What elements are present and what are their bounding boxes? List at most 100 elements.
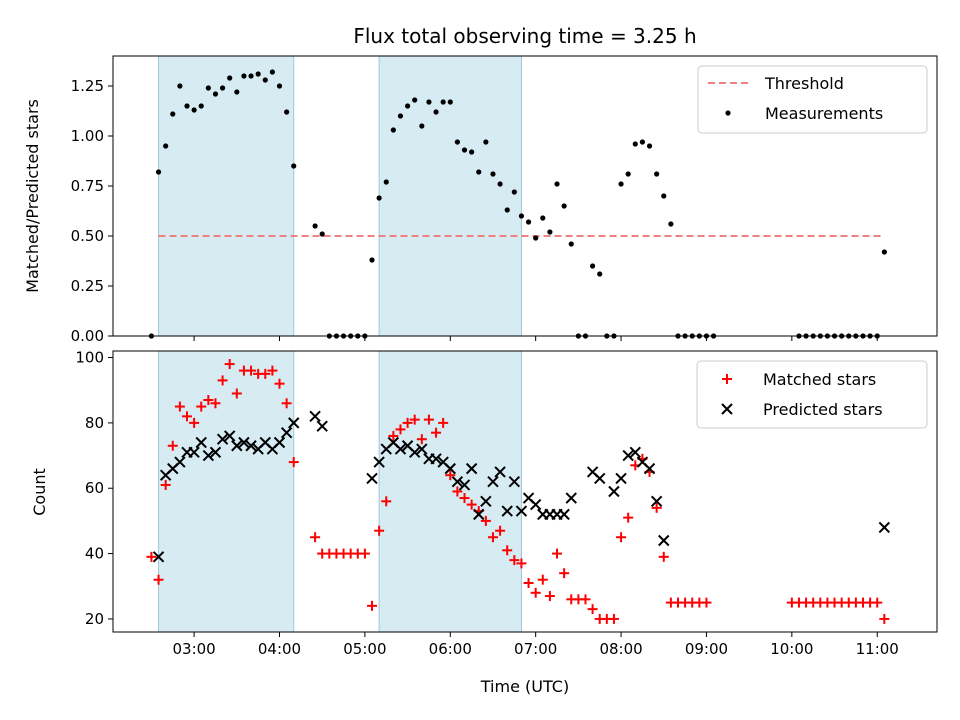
predicted-stars-point <box>416 443 428 455</box>
measurement-point <box>561 203 567 209</box>
y-tick-label: 0.25 <box>71 277 104 295</box>
measurement-point <box>597 271 603 277</box>
matched-stars-point <box>381 496 392 507</box>
top-panel-ratio: Flux total observing time = 3.25 h Match… <box>23 24 938 345</box>
y-tick-label: 80 <box>85 414 104 432</box>
legend-predicted-swatch <box>721 403 733 415</box>
measurement-point <box>568 241 574 247</box>
matched-stars-point <box>516 558 527 569</box>
predicted-stars-point <box>408 446 421 458</box>
measurement-point <box>227 75 233 81</box>
measurement-point <box>518 213 525 219</box>
y-tick-label: 0.75 <box>71 177 104 195</box>
measurement-point <box>469 149 475 155</box>
matched-stars-point <box>459 493 470 504</box>
predicted-stars-point <box>629 446 642 458</box>
matched-stars-point <box>438 417 449 428</box>
matched-stars-point <box>167 440 178 451</box>
measurement-point <box>625 171 631 177</box>
predicted-stars-point <box>216 433 229 445</box>
predicted-stars-point <box>309 410 321 423</box>
measurement-point <box>540 215 546 221</box>
matched-stars-point <box>146 551 157 562</box>
bottom-legend: Matched stars Predicted stars <box>696 360 928 429</box>
predicted-stars-point <box>508 475 521 488</box>
measurement-point <box>163 143 169 149</box>
shaded-interval-2 <box>378 350 522 633</box>
measurement-point <box>319 231 325 237</box>
measurement-point <box>497 181 503 187</box>
matched-stars-point <box>487 532 498 543</box>
measurement-point <box>241 73 247 79</box>
predicted-stars-point <box>501 505 513 517</box>
measurement-point <box>262 77 268 83</box>
measurement-point <box>483 139 489 145</box>
measurement-point <box>198 103 204 109</box>
predicted-stars-point <box>494 466 506 478</box>
matched-stars-point <box>359 548 370 559</box>
matched-stars-point <box>160 479 171 490</box>
legend-matched-swatch <box>722 374 732 384</box>
matched-stars-point <box>431 427 442 438</box>
measurement-point <box>504 207 510 213</box>
measurement-point <box>419 123 425 129</box>
matched-stars-point <box>495 525 506 536</box>
bottom-legend-box <box>696 360 928 429</box>
predicted-stars-point <box>202 449 215 462</box>
bottom-plot-frame <box>112 350 938 633</box>
matched-stars-point <box>872 597 883 608</box>
measurement-point <box>589 263 596 269</box>
predicted-stars-point <box>280 426 293 439</box>
predicted-stars-point <box>152 551 165 563</box>
matched-stars-point <box>189 417 200 428</box>
matched-stars-point <box>658 551 669 562</box>
predicted-stars-point <box>288 417 300 429</box>
y-tick-label: 0.00 <box>71 327 104 345</box>
measurement-point <box>177 83 183 89</box>
predicted-stars-point <box>458 479 471 491</box>
predicted-stars-point <box>316 420 328 432</box>
matched-stars-point <box>203 395 214 406</box>
matched-stars-point <box>509 555 520 566</box>
predicted-stars-point <box>608 485 620 498</box>
predicted-stars-point <box>273 436 286 449</box>
measurement-point <box>248 73 254 79</box>
measurement-point <box>312 223 318 229</box>
measurement-point <box>212 91 219 97</box>
matched-stars-point <box>466 499 477 510</box>
measurement-point <box>291 163 297 169</box>
measurement-point <box>447 99 453 105</box>
top-legend-box <box>697 65 928 134</box>
measurement-point <box>533 235 539 241</box>
chart-title: Flux total observing time = 3.25 h <box>353 24 696 48</box>
matched-stars-point <box>231 388 242 399</box>
predicted-stars-point <box>650 495 663 508</box>
predicted-stars-point <box>658 534 670 547</box>
y-axis-label-count: Count <box>30 468 49 516</box>
y-tick-label: 1.00 <box>71 127 104 145</box>
matched-stars-point <box>616 532 627 543</box>
measurement-point <box>668 221 674 227</box>
measurement-point <box>155 169 162 175</box>
measurement-point <box>219 85 226 91</box>
legend-measurements-label: Measurements <box>765 104 883 123</box>
predicted-stars-point <box>594 472 606 485</box>
measurement-point <box>412 97 418 103</box>
matched-stars-point <box>153 574 164 585</box>
predicted-stars-point <box>430 453 442 465</box>
legend-threshold-label: Threshold <box>764 74 844 93</box>
matched-stars-point <box>281 398 292 409</box>
matched-stars-point <box>452 486 463 497</box>
shaded-interval-1 <box>158 55 295 337</box>
measurement-point <box>205 85 211 91</box>
predicted-stars-point <box>373 456 385 468</box>
y-tick-label: 0.50 <box>71 227 104 245</box>
measurement-point <box>618 181 624 187</box>
y-tick-label: 40 <box>85 545 104 563</box>
measurement-point <box>383 179 389 185</box>
bottom-panel-counts: Count Time (UTC) 20 40 60 80 100 03:00 04:00 0… <box>30 349 938 696</box>
legend-measurements-swatch <box>725 110 731 116</box>
x-tick-label: 03:00 <box>173 640 216 658</box>
predicted-stars-point <box>188 446 200 458</box>
predicted-stars-point <box>394 443 407 455</box>
